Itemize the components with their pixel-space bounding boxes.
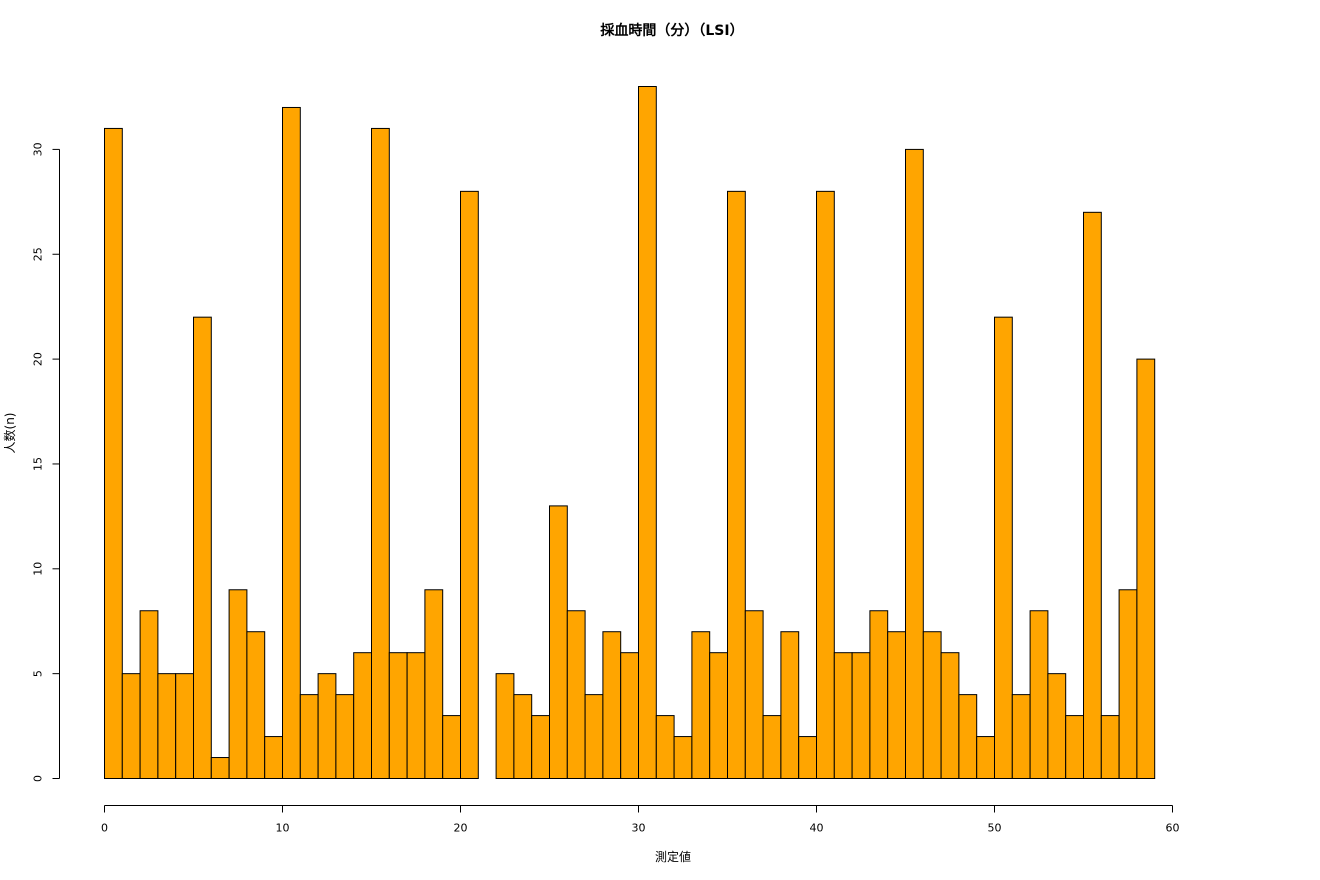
x-tick-label: 30 — [632, 822, 646, 835]
y-axis-label: 人数(n) — [2, 413, 17, 454]
bar — [424, 589, 444, 779]
bar — [299, 694, 319, 779]
bar — [1029, 610, 1049, 779]
x-axis: 0 10 20 30 40 50 60 — [101, 805, 1180, 835]
bar — [513, 694, 533, 779]
bar — [620, 652, 640, 780]
bar — [371, 127, 390, 779]
bar — [833, 652, 853, 780]
y-tick-label: 25 — [32, 247, 45, 261]
y-tick-label: 30 — [32, 142, 45, 156]
bar — [175, 673, 194, 779]
bar — [1065, 715, 1084, 779]
bar — [335, 694, 355, 779]
bar — [727, 190, 746, 779]
bar — [210, 757, 230, 779]
x-axis-label: 測定値 — [655, 849, 691, 864]
bar — [566, 610, 586, 779]
bar — [157, 673, 177, 779]
bar — [282, 106, 301, 779]
bar — [139, 610, 159, 779]
y-tick-label: 20 — [32, 352, 45, 366]
y-axis: 0 5 10 15 20 25 30 — [32, 142, 60, 782]
x-tick-label: 20 — [454, 822, 468, 835]
x-tick-label: 60 — [1166, 822, 1180, 835]
bar — [1083, 211, 1102, 779]
bar — [1100, 715, 1120, 779]
bar — [531, 715, 551, 779]
bar — [762, 715, 782, 779]
x-tick-label: 40 — [810, 822, 824, 835]
bar — [584, 694, 604, 779]
bars-group — [104, 86, 1156, 780]
bar — [673, 736, 693, 779]
x-tick-label: 0 — [101, 822, 108, 835]
y-tick-label: 15 — [32, 457, 45, 471]
x-tick-label: 50 — [988, 822, 1002, 835]
chart-title: 採血時間（分）（LSI） — [600, 22, 743, 39]
bar — [495, 673, 515, 779]
x-tick-label: 10 — [276, 822, 290, 835]
bar — [798, 736, 818, 779]
bar — [851, 652, 871, 780]
bar — [317, 673, 337, 779]
bar — [1047, 673, 1067, 779]
bar — [976, 736, 996, 779]
bar — [709, 652, 729, 780]
y-tick-label: 5 — [32, 670, 45, 677]
bar — [638, 86, 657, 779]
bar — [1011, 694, 1031, 779]
bar — [228, 589, 248, 779]
bar — [780, 631, 800, 779]
bar — [1136, 358, 1156, 779]
y-tick-label: 10 — [32, 562, 45, 576]
bar — [246, 631, 266, 779]
bar — [104, 127, 123, 779]
bar — [264, 736, 284, 779]
bar — [958, 694, 978, 779]
bar — [388, 652, 408, 780]
bar — [406, 652, 426, 780]
bar — [744, 610, 764, 779]
bar — [549, 505, 568, 779]
bar — [1118, 589, 1138, 779]
bar — [887, 631, 907, 779]
bar — [602, 631, 622, 779]
bar — [816, 190, 835, 779]
bar — [869, 610, 889, 779]
bar — [121, 673, 141, 779]
bar — [353, 652, 373, 780]
bar — [905, 148, 924, 779]
bar — [442, 715, 462, 779]
bar — [691, 631, 711, 779]
bar — [994, 316, 1013, 779]
bar — [193, 316, 212, 779]
bar — [460, 190, 479, 779]
bar — [922, 631, 942, 779]
bar — [940, 652, 960, 780]
bar — [655, 715, 675, 779]
y-tick-label: 0 — [32, 775, 45, 782]
